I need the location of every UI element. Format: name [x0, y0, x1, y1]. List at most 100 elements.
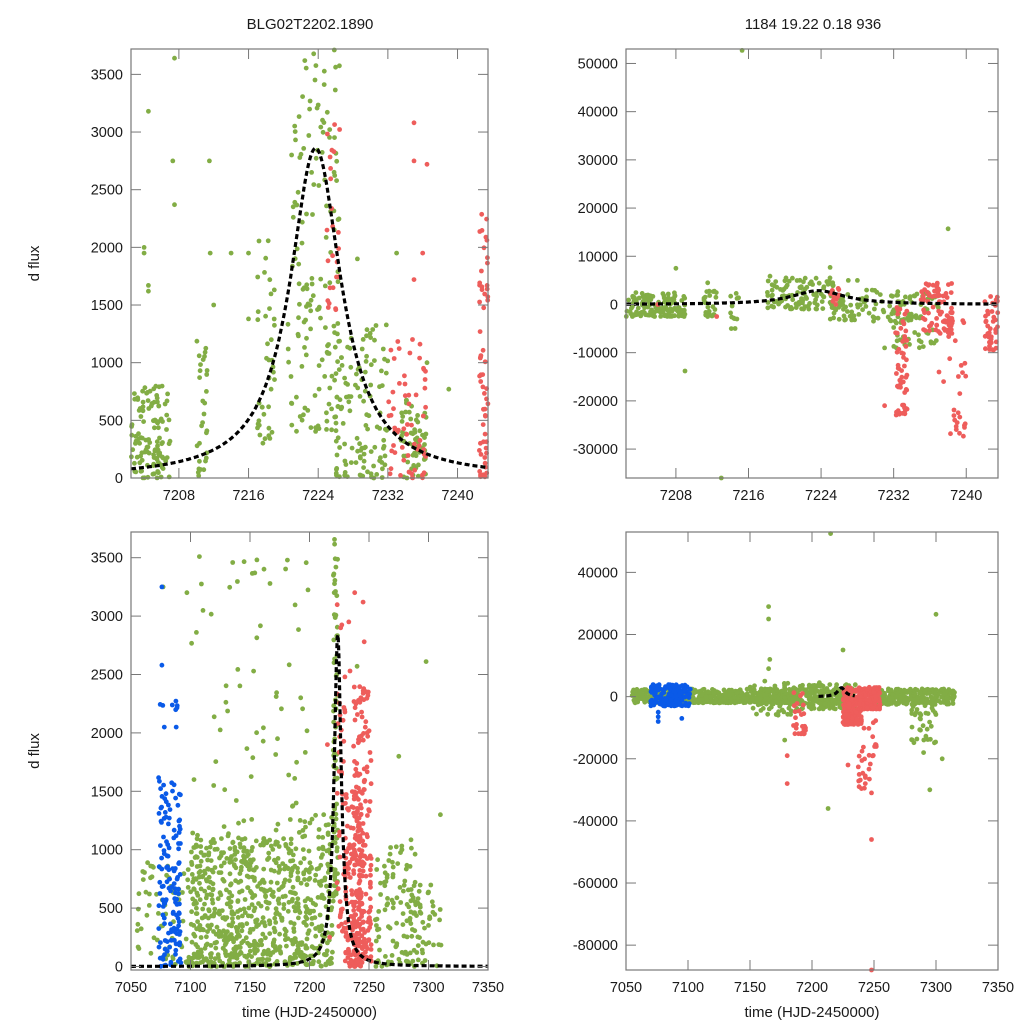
data-point [765, 711, 771, 717]
data-point [380, 466, 385, 472]
data-point [314, 866, 320, 872]
data-point [309, 921, 315, 927]
data-point [361, 451, 367, 457]
data-point [386, 858, 392, 863]
data-point [662, 312, 668, 318]
data-point [352, 810, 357, 816]
data-point [359, 709, 364, 715]
data-point [259, 919, 265, 925]
data-point [238, 844, 244, 850]
data-point [198, 858, 204, 864]
data-point [298, 860, 303, 866]
data-point [333, 811, 339, 817]
data-point [354, 770, 360, 776]
data-point [421, 366, 427, 372]
data-point [705, 280, 711, 286]
data-point [396, 346, 402, 351]
data-point [296, 830, 302, 835]
data-point [329, 373, 335, 379]
data-point [176, 841, 181, 846]
data-point [713, 294, 719, 300]
data-point [922, 328, 928, 333]
data-point [781, 681, 787, 686]
data-point [936, 369, 942, 375]
data-point [377, 426, 383, 431]
data-point [177, 817, 183, 823]
data-point [308, 425, 314, 430]
data-point [767, 273, 773, 279]
data-point [268, 879, 274, 885]
data-point [661, 690, 667, 695]
data-point [672, 290, 677, 296]
data-point [684, 684, 690, 690]
data-point [352, 705, 358, 711]
y-tick-label: -20000 [573, 394, 618, 410]
data-point [733, 291, 739, 296]
data-point [304, 882, 310, 888]
data-point [204, 368, 210, 373]
data-point [272, 322, 277, 328]
data-point [363, 798, 368, 804]
data-point [766, 666, 771, 672]
data-point [333, 816, 339, 822]
x-tick-label: 7208 [660, 488, 692, 504]
x-tick-label: 7216 [232, 488, 264, 504]
y-tick-label: -80000 [573, 938, 618, 954]
data-point [845, 278, 851, 283]
data-point [272, 915, 278, 921]
data-point [267, 277, 273, 283]
data-point [921, 750, 926, 755]
data-point [235, 579, 240, 584]
data-point [355, 712, 360, 717]
data-point [176, 846, 182, 852]
data-point [292, 199, 298, 205]
plot-frame [625, 48, 999, 479]
data-point [281, 880, 287, 886]
data-point [331, 323, 337, 329]
data-point [361, 639, 367, 645]
data-point [193, 942, 199, 947]
data-point [296, 627, 301, 632]
data-point [351, 699, 357, 704]
data-point [227, 584, 233, 590]
data-point [831, 310, 837, 316]
data-point [895, 311, 901, 317]
data-point [707, 293, 713, 298]
data-point [240, 860, 246, 865]
data-point [167, 807, 173, 812]
data-point [909, 737, 914, 743]
x-tick-label: 7224 [302, 488, 334, 504]
data-point [249, 913, 254, 919]
series-blue [156, 584, 184, 969]
data-point [891, 325, 897, 330]
data-point [360, 830, 366, 836]
data-point [939, 756, 945, 762]
data-point [154, 439, 160, 445]
data-point [307, 910, 313, 916]
data-point [405, 887, 411, 893]
data-point [142, 385, 148, 391]
data-point [376, 934, 382, 940]
data-point [368, 335, 373, 340]
y-tick-label: 0 [610, 297, 618, 313]
data-point [370, 327, 376, 332]
data-point [918, 716, 923, 722]
data-point [138, 414, 144, 419]
data-point [411, 158, 417, 164]
data-point [301, 952, 307, 958]
data-point [299, 219, 305, 225]
x-tick-label: 7250 [858, 980, 890, 996]
data-point [313, 63, 319, 68]
data-point [763, 696, 769, 701]
data-point [302, 819, 308, 825]
data-point [297, 818, 303, 823]
data-point [855, 721, 861, 726]
data-point [927, 323, 932, 329]
data-point [302, 877, 307, 882]
data-point [916, 338, 922, 343]
data-point [138, 453, 144, 459]
data-point [276, 844, 282, 849]
data-point [948, 290, 954, 295]
y-tick-label: 1000 [91, 843, 123, 859]
data-point [133, 469, 139, 475]
